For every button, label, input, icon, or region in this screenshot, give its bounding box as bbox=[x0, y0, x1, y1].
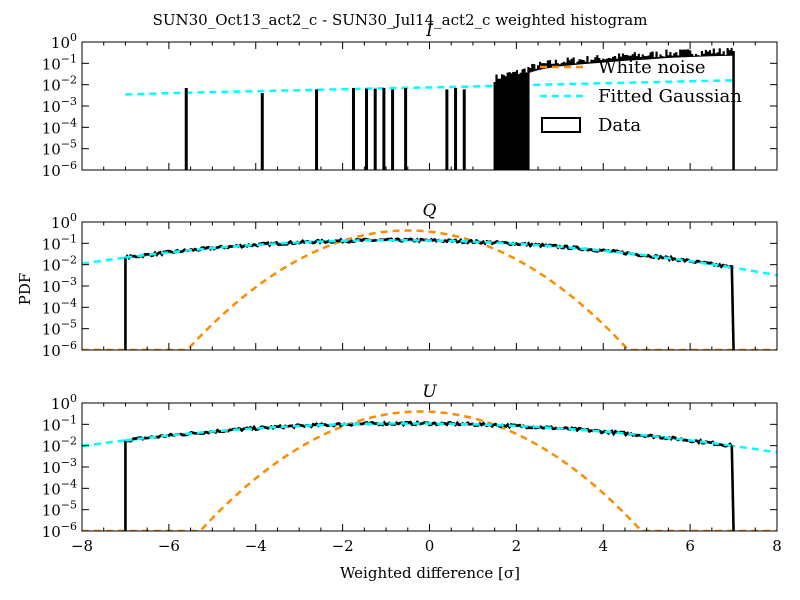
legend-label: White noise bbox=[598, 57, 706, 78]
white-noise-line bbox=[82, 229, 777, 350]
y-tick-label: 10−6 bbox=[42, 520, 77, 541]
x-tick-label: 2 bbox=[512, 537, 522, 555]
x-tick-label: 4 bbox=[598, 537, 608, 555]
x-axis-label: Weighted difference [σ] bbox=[340, 564, 520, 582]
y-tick-label: 10−6 bbox=[42, 159, 77, 180]
figure-title: SUN30_Oct13_act2_c - SUN30_Jul14_act2_c … bbox=[153, 11, 648, 29]
x-tick-label: 0 bbox=[425, 537, 435, 555]
y-tick-label: 10−4 bbox=[42, 477, 77, 498]
y-tick-label: 10−1 bbox=[42, 52, 77, 73]
data-histogram bbox=[124, 420, 735, 531]
panel-title: U bbox=[422, 382, 437, 402]
y-tick-label: 10−2 bbox=[42, 74, 77, 95]
x-tick-label: 8 bbox=[772, 537, 782, 555]
x-tick-label: −6 bbox=[158, 537, 180, 555]
white-noise-line bbox=[82, 410, 777, 531]
y-tick-label: 10−4 bbox=[42, 296, 77, 317]
fitted-gaussian-line bbox=[125, 79, 734, 96]
axes-frame bbox=[81, 402, 778, 532]
y-tick-label: 10−5 bbox=[42, 318, 77, 339]
y-tick-label: 10−5 bbox=[42, 499, 77, 520]
panel-u: U −8 −6 −4 −2 0 2 4 6 8 10010−110−210−310−410−510−… bbox=[42, 382, 782, 555]
x-tick-label: −8 bbox=[71, 537, 93, 555]
plot-area bbox=[82, 410, 777, 531]
y-tick-label: 10−3 bbox=[42, 95, 77, 116]
fitted-gaussian-overlay bbox=[125, 422, 734, 448]
y-tick-label: 10−4 bbox=[42, 116, 77, 137]
fitted-gaussian-overlay bbox=[125, 238, 734, 269]
y-tick-label: 10−2 bbox=[42, 435, 77, 456]
panel-title: I bbox=[425, 21, 433, 41]
legend: White noise Fitted Gaussian Data bbox=[540, 57, 742, 136]
y-tick-label: 10−2 bbox=[42, 254, 77, 275]
y-tick-label: 100 bbox=[51, 31, 77, 52]
y-tick-label: 10−5 bbox=[42, 138, 77, 159]
y-tick-label: 10−3 bbox=[42, 456, 77, 477]
x-tick-label: −2 bbox=[332, 537, 354, 555]
plot-area bbox=[82, 229, 777, 350]
y-tick-label: 10−3 bbox=[42, 275, 77, 296]
x-tick-label: −4 bbox=[245, 537, 267, 555]
legend-label: Data bbox=[598, 115, 641, 136]
y-tick-label: 10−1 bbox=[42, 413, 77, 434]
plot-area bbox=[125, 47, 735, 170]
panel-title: Q bbox=[423, 201, 437, 221]
y-tick-label: 10−1 bbox=[42, 232, 77, 253]
y-tick-label: 10−6 bbox=[42, 339, 77, 360]
y-tick-label: 100 bbox=[51, 211, 77, 232]
y-axis-label: PDF bbox=[16, 273, 34, 306]
legend-label: Fitted Gaussian bbox=[598, 86, 742, 107]
y-tick-label: 100 bbox=[51, 392, 77, 413]
legend-swatch-box bbox=[541, 117, 581, 133]
x-tick-label: 6 bbox=[685, 537, 695, 555]
